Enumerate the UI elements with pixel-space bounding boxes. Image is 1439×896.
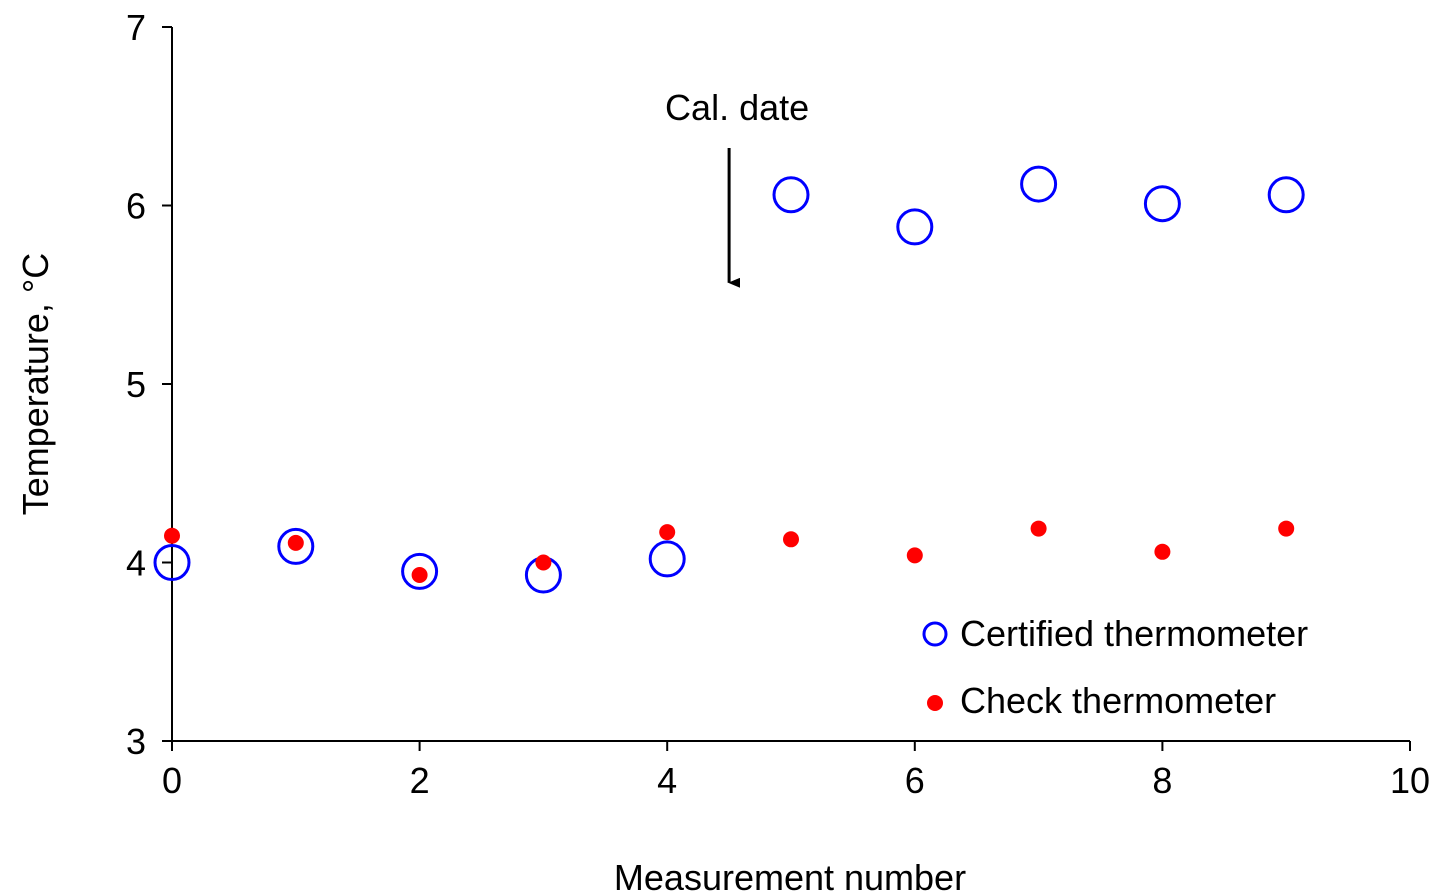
certified-point — [401, 552, 439, 590]
x-tick-label: 4 — [657, 760, 677, 801]
series-certified-thermometer — [153, 165, 1305, 594]
y-tick-label: 7 — [126, 7, 146, 48]
x-tick-label: 8 — [1152, 760, 1172, 801]
certified-point — [153, 544, 191, 581]
y-tick-label: 5 — [126, 364, 146, 405]
legend-label-certified: Certified thermometer — [960, 613, 1308, 654]
check-point — [783, 531, 799, 548]
legend-marker-check — [927, 695, 943, 711]
x-tick-label: 0 — [162, 760, 182, 801]
legend-label-check: Check thermometer — [960, 680, 1276, 721]
annotations: Cal. date — [665, 87, 809, 288]
x-tick-label: 10 — [1390, 760, 1430, 801]
certified-point — [1020, 165, 1058, 203]
certified-point — [277, 527, 315, 565]
x-tick-label: 6 — [905, 760, 925, 801]
check-point — [1030, 520, 1047, 537]
check-point — [906, 547, 923, 564]
check-point — [1154, 543, 1171, 560]
y-axis-title: Temperature, °C — [15, 253, 56, 516]
x-axis-title: Measurement number — [614, 857, 966, 896]
check-point — [659, 524, 676, 541]
y-tick-label: 3 — [126, 721, 146, 762]
annotation-cal-date-label: Cal. date — [665, 87, 809, 128]
check-point — [1278, 520, 1295, 537]
x-tick-label: 2 — [410, 760, 430, 801]
certified-point — [896, 208, 934, 246]
check-point — [535, 554, 552, 571]
check-point — [287, 534, 304, 551]
legend-marker-certified — [922, 621, 948, 647]
ticks: 0 2 4 6 8 10 3 4 5 6 7 — [126, 7, 1430, 801]
y-tick-label: 4 — [126, 543, 146, 584]
check-point — [164, 527, 180, 544]
y-tick-label: 6 — [126, 186, 146, 227]
certified-point — [772, 176, 810, 214]
legend: Certified thermometer Check thermometer — [922, 613, 1308, 721]
certified-point — [1143, 185, 1181, 223]
certified-point — [648, 540, 686, 578]
certified-point — [1267, 176, 1305, 214]
check-point — [411, 566, 428, 583]
series-check-thermometer — [164, 520, 1295, 583]
